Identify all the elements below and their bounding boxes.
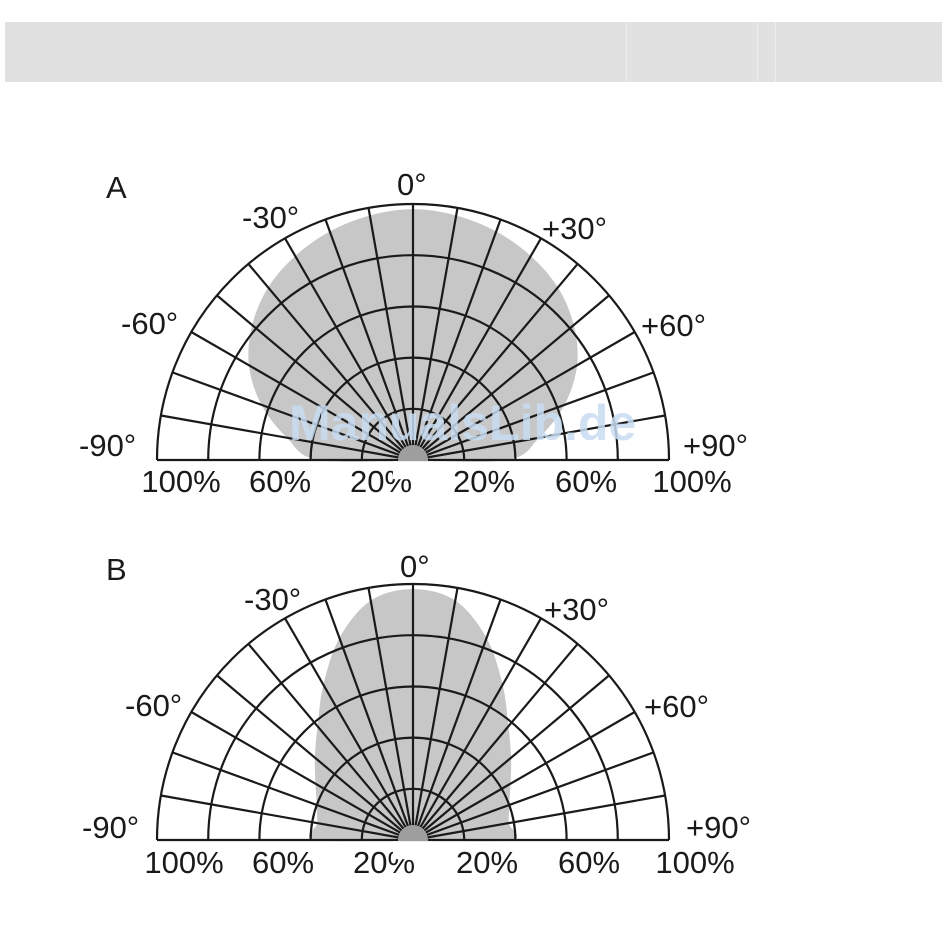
polar-diagram-b: B 0° -30° +30° -60° +60° -90° +90° 100% … bbox=[82, 549, 751, 880]
grid-spoke bbox=[412, 263, 579, 461]
grid-spoke bbox=[160, 794, 414, 842]
grid-spoke bbox=[190, 711, 414, 841]
grid-spoke bbox=[411, 587, 459, 841]
radial-label: 100% bbox=[141, 464, 220, 499]
grid-spoke bbox=[216, 674, 414, 841]
grid-spoke bbox=[412, 711, 636, 841]
grid-spoke bbox=[411, 219, 502, 461]
diagram-label-a: A bbox=[106, 170, 127, 205]
radial-label: 20% bbox=[456, 845, 518, 880]
angle-label-minus-30: -30° bbox=[244, 582, 301, 617]
radial-label: 20% bbox=[453, 464, 515, 499]
grid-spoke bbox=[324, 599, 415, 841]
angle-label-minus-60: -60° bbox=[125, 688, 182, 723]
grid-spoke bbox=[412, 371, 654, 462]
grid-spoke bbox=[216, 294, 414, 461]
hub-mask bbox=[393, 841, 433, 860]
grid-spoke bbox=[247, 643, 414, 841]
polar-diagram-a: A 0° -30° +30° -60° +60° -90° +90° 100% … bbox=[79, 167, 748, 499]
grid-spoke bbox=[412, 674, 610, 841]
header-bar bbox=[5, 22, 942, 82]
hub-mask bbox=[393, 461, 433, 480]
angle-label-plus-90: +90° bbox=[683, 428, 748, 463]
grid-spoke bbox=[412, 294, 610, 461]
watermark-text: ManualsLib.de bbox=[289, 395, 636, 451]
grid-spoke bbox=[412, 643, 579, 841]
angle-label-plus-30: +30° bbox=[544, 592, 609, 627]
radial-label: 100% bbox=[144, 845, 223, 880]
angle-label-plus-90: +90° bbox=[686, 810, 751, 845]
radial-label: 60% bbox=[252, 845, 314, 880]
grid-spoke bbox=[367, 207, 415, 461]
grid-spoke bbox=[411, 207, 459, 461]
grid-spoke bbox=[412, 414, 666, 462]
angle-label-minus-90: -90° bbox=[79, 428, 136, 463]
grid-spoke bbox=[247, 263, 414, 461]
angle-label-0: 0° bbox=[400, 549, 430, 584]
bar-divider bbox=[626, 22, 627, 82]
grid-spoke bbox=[412, 617, 542, 841]
diagram-label-b: B bbox=[106, 552, 127, 587]
radial-label: 100% bbox=[655, 845, 734, 880]
grid-spoke bbox=[190, 331, 414, 461]
grid-spoke bbox=[412, 237, 542, 461]
grid-spoke bbox=[172, 371, 414, 462]
angle-label-minus-30: -30° bbox=[242, 200, 299, 235]
grid-spoke bbox=[412, 794, 666, 842]
grid-spoke bbox=[411, 599, 502, 841]
grid-spoke bbox=[284, 237, 414, 461]
radial-label: 60% bbox=[555, 464, 617, 499]
radial-label: 60% bbox=[558, 845, 620, 880]
angle-label-minus-60: -60° bbox=[121, 306, 178, 341]
grid-spoke bbox=[412, 331, 636, 461]
grid-spoke bbox=[284, 617, 414, 841]
polar-grid-b bbox=[155, 582, 671, 842]
bar-divider bbox=[757, 22, 758, 82]
angle-label-plus-60: +60° bbox=[644, 689, 709, 724]
angle-label-minus-90: -90° bbox=[82, 810, 139, 845]
angle-label-0: 0° bbox=[397, 167, 427, 202]
grid-spoke bbox=[160, 414, 414, 462]
radial-label: 60% bbox=[249, 464, 311, 499]
grid-spoke bbox=[172, 751, 414, 842]
radial-label: 100% bbox=[652, 464, 731, 499]
bar-divider bbox=[775, 22, 776, 82]
angle-label-plus-30: +30° bbox=[542, 211, 607, 246]
grid-spoke bbox=[367, 587, 415, 841]
grid-spoke bbox=[324, 219, 415, 461]
angle-label-plus-60: +60° bbox=[641, 308, 706, 343]
grid-spoke bbox=[412, 751, 654, 842]
